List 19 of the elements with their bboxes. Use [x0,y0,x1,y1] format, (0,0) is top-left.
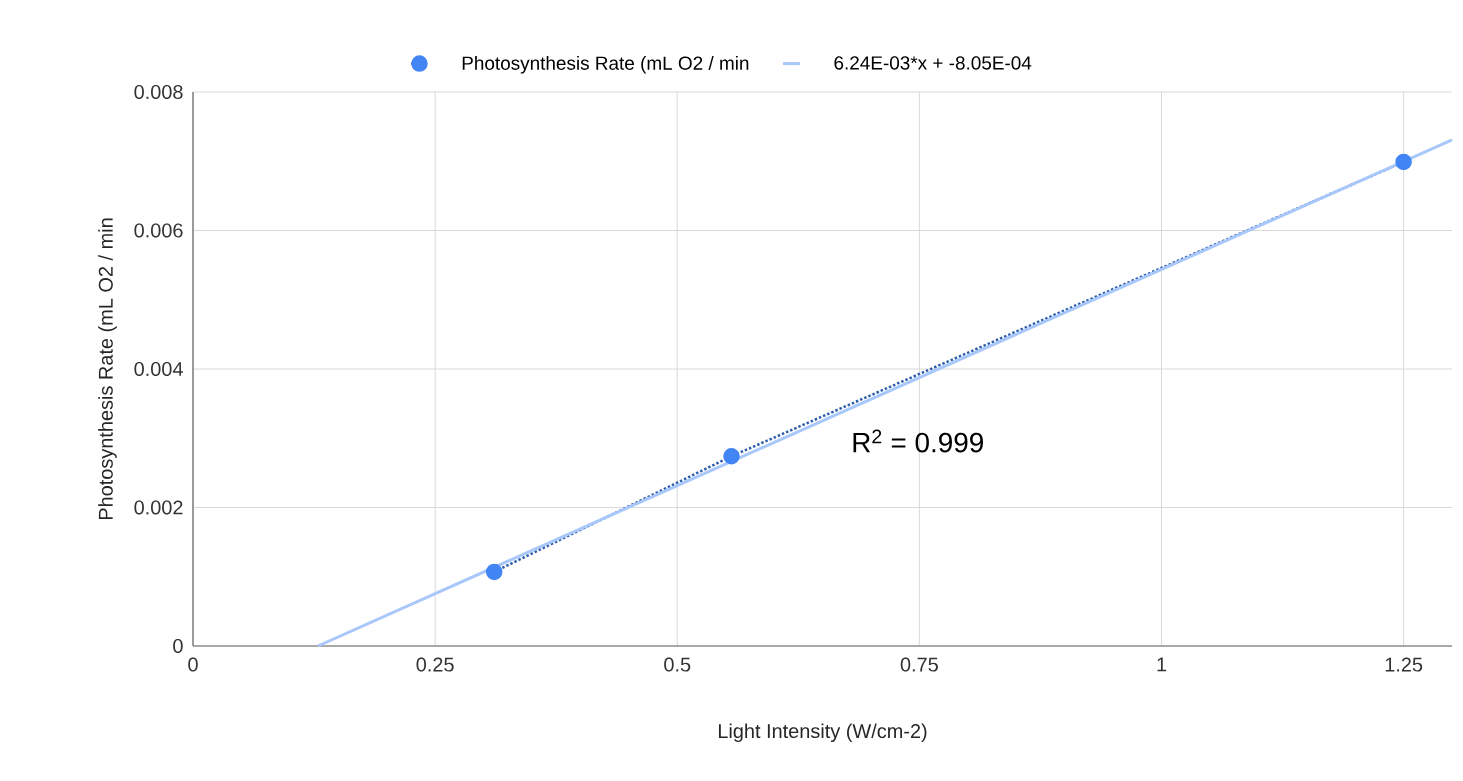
y-tick-label: 0.002 [134,500,183,515]
x-tick-label: 0.25 [416,657,454,672]
point [485,563,503,581]
x-tick-label: 1 [1157,657,1167,672]
legend-label: 6.24E-03*x + -8.05E-04 [834,56,1032,70]
legend-label: Photosynthesis Rate (mL O2 / min [462,55,749,74]
x-axis-title: Light Intensity (W/cm-2) [718,723,927,743]
y-axis-title: Photosynthesis Rate (mL O2 / min [98,218,117,520]
point [723,448,740,465]
y-tick-label: 0.006 [134,223,183,238]
y-tick-label: 0 [173,638,183,654]
y-tick-label: 0.008 [134,84,183,100]
annotation: R$^{2}$ = 0.999 [853,429,983,453]
x-tick-label: 0.5 [664,657,691,672]
x-tick-label: 1.25 [1385,657,1423,672]
x-tick-label: 0 [188,657,198,672]
y-tick-label: 0.004 [134,361,183,377]
point [1395,153,1412,171]
x-tick-label: 0.75 [900,657,938,672]
